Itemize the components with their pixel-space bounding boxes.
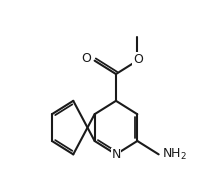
Text: NH$_2$: NH$_2$ xyxy=(162,147,187,162)
Text: N: N xyxy=(111,148,121,161)
Text: O: O xyxy=(81,52,91,65)
Text: O: O xyxy=(133,53,143,66)
